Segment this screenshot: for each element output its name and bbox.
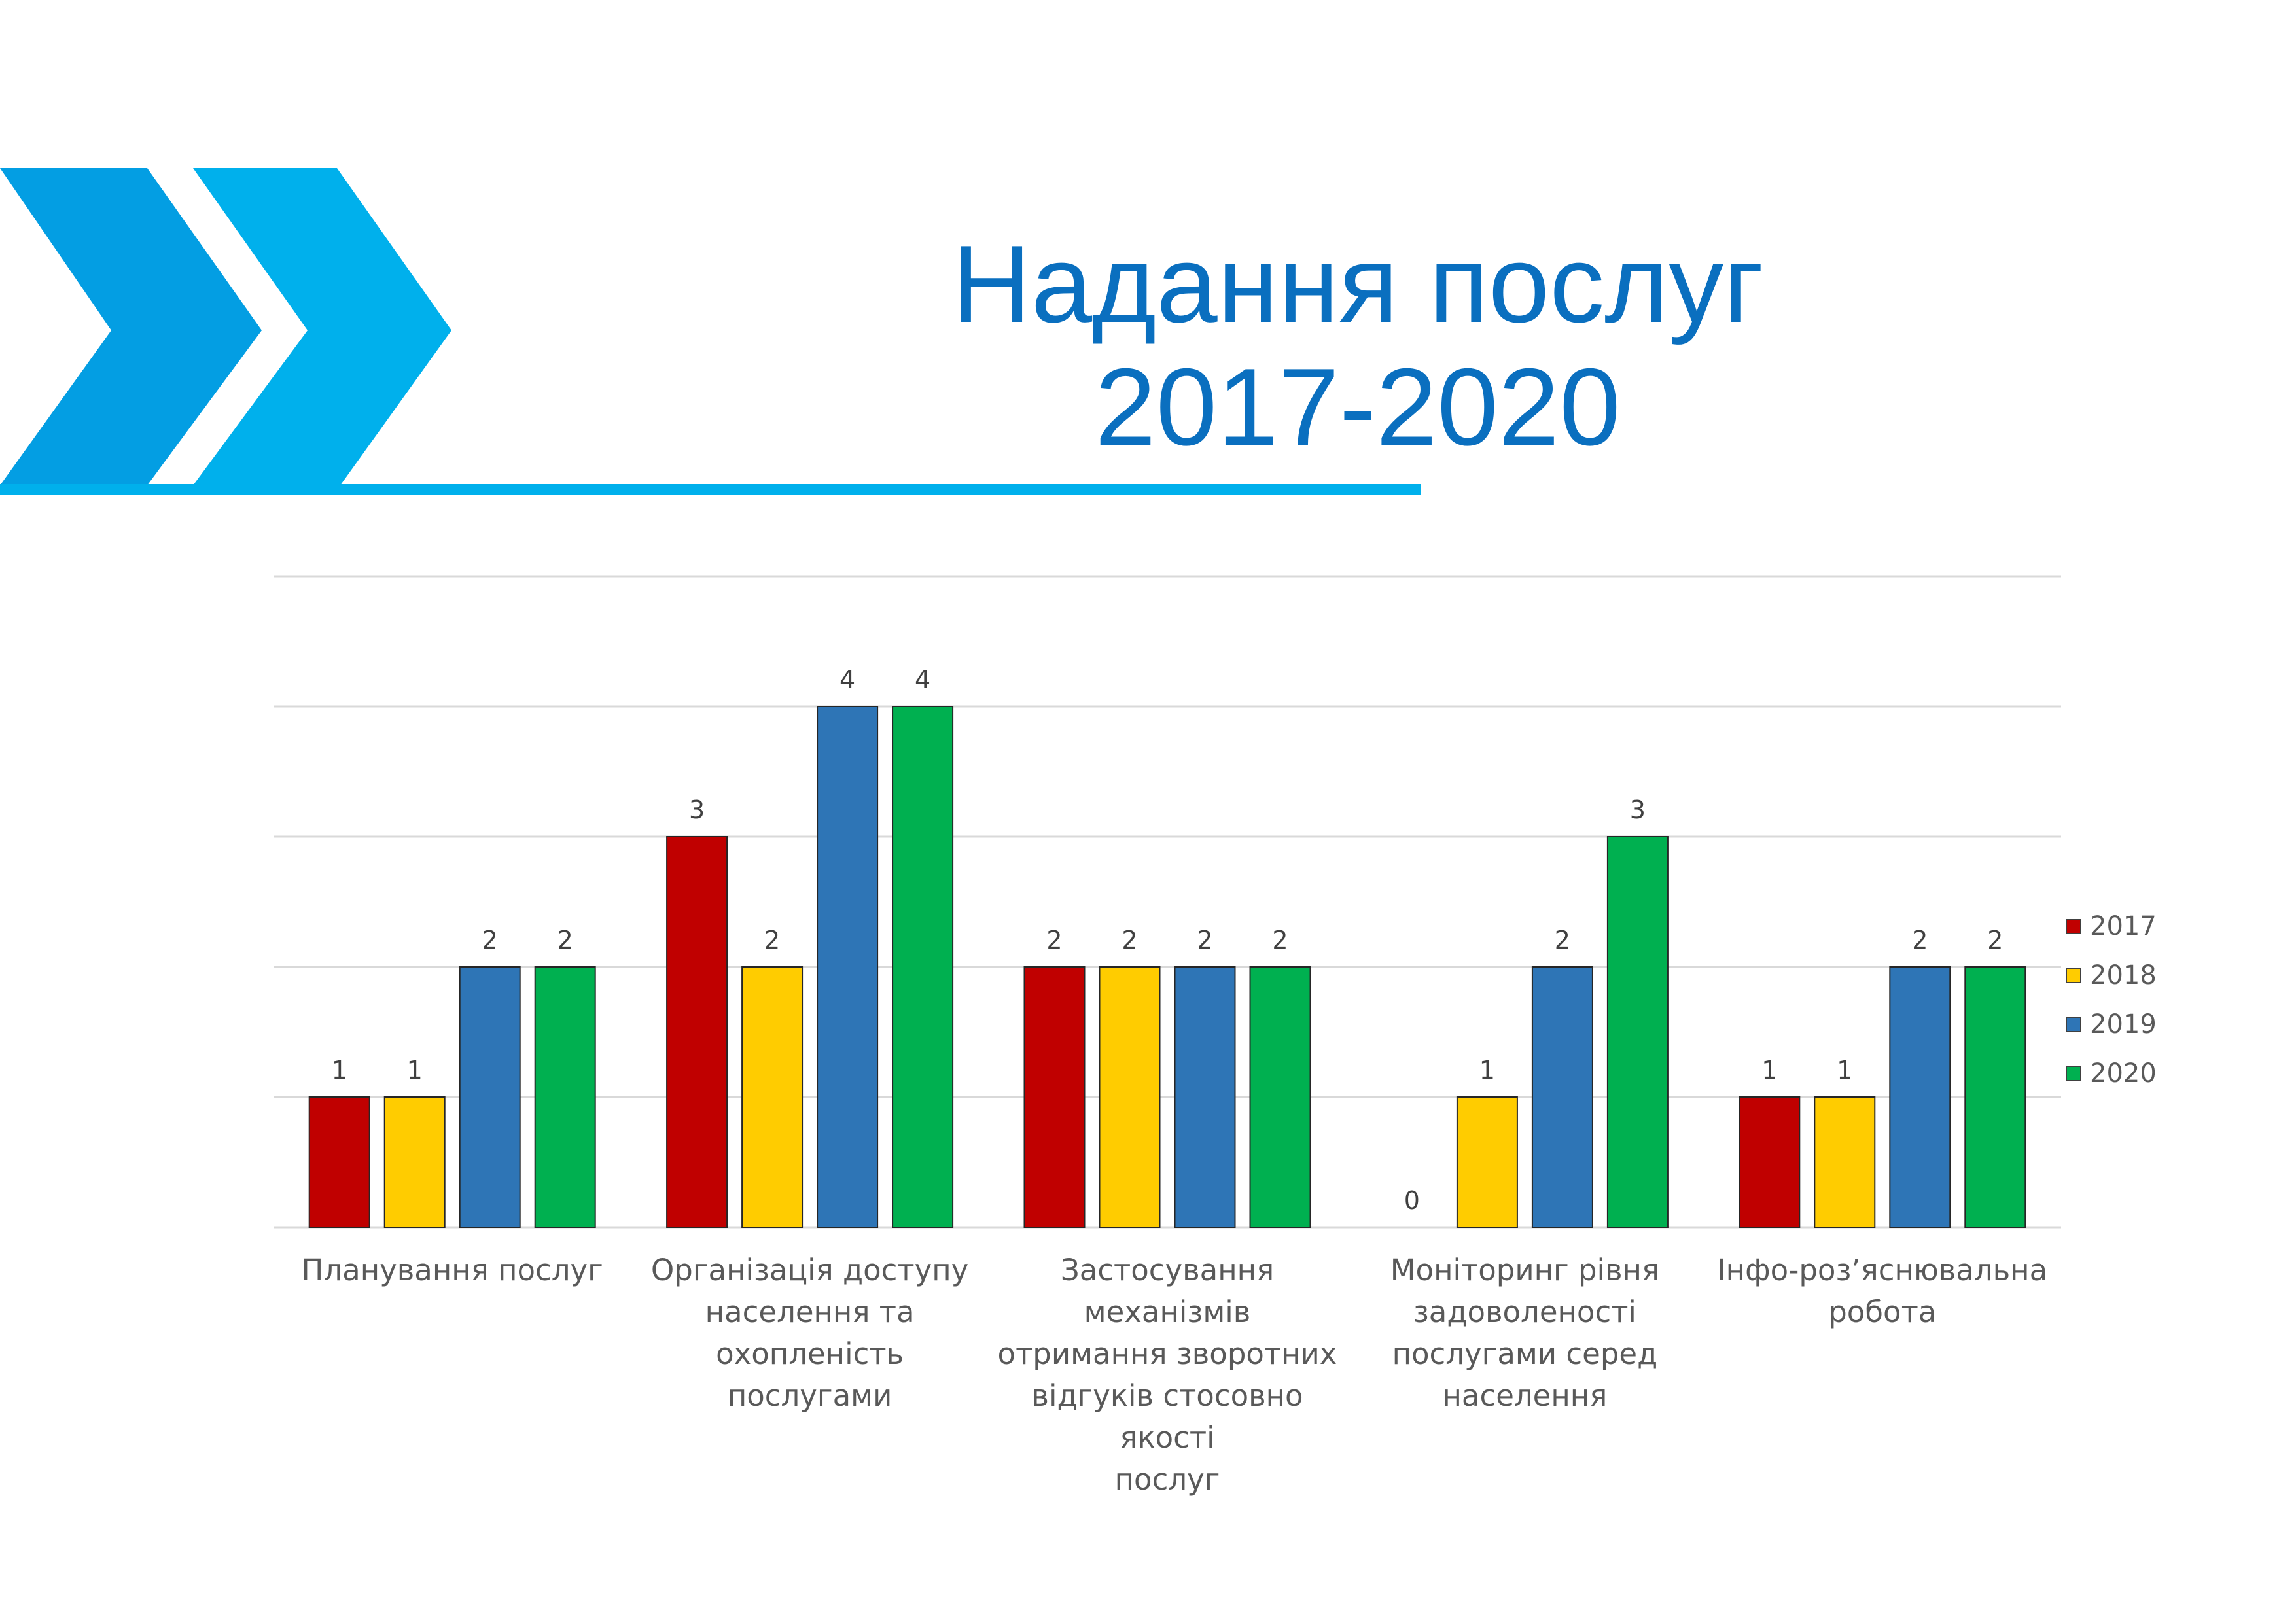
- category-label-line: відгуків стосовно якості: [1031, 1378, 1303, 1455]
- data-label: 1: [1837, 1056, 1852, 1085]
- chart-legend: 2017 2018 2019 2020: [2066, 901, 2157, 1098]
- category-label-line: отримання зворотних: [997, 1336, 1337, 1371]
- bar: [666, 836, 728, 1228]
- data-label: 2: [1046, 926, 1062, 954]
- page-title: Надання послуг 2017-2020: [654, 222, 2061, 468]
- data-label: 1: [1479, 1056, 1495, 1085]
- bar: [1531, 966, 1593, 1228]
- category-label: Інфо-роз’яснювальна робота: [1712, 1249, 2053, 1333]
- bar: [741, 966, 804, 1228]
- data-label: 2: [1912, 926, 1928, 954]
- data-label: 3: [689, 795, 705, 824]
- category-label: Організація доступу населення та охопленіс…: [640, 1249, 980, 1417]
- category-label-line: Організація доступу: [650, 1253, 969, 1287]
- category-label-line: населення та: [705, 1295, 915, 1329]
- category-label-line: послугами серед: [1392, 1336, 1658, 1371]
- chevron-left-icon: [0, 168, 262, 485]
- data-label: 2: [1272, 926, 1288, 954]
- category-label-line: задоволеності: [1413, 1295, 1636, 1329]
- legend-label: 2018: [2090, 960, 2157, 990]
- bar: [308, 1096, 370, 1228]
- data-label: 2: [1555, 926, 1570, 954]
- legend-item: 2018: [2066, 951, 2157, 1000]
- bar: [1739, 1096, 1801, 1228]
- data-label: 2: [1987, 926, 2003, 954]
- legend-swatch: [2066, 1017, 2081, 1032]
- bar: [1023, 966, 1086, 1228]
- bar: [892, 706, 954, 1228]
- data-label: 2: [1122, 926, 1137, 954]
- bar: [1889, 966, 1951, 1228]
- legend-item: 2020: [2066, 1049, 2157, 1098]
- data-label: 1: [332, 1056, 347, 1085]
- title-line-1: Надання послуг: [951, 222, 1764, 345]
- data-label: 2: [557, 926, 573, 954]
- bar: [534, 966, 596, 1228]
- data-label: 1: [407, 1056, 423, 1085]
- data-label: 4: [839, 665, 855, 694]
- data-label: 2: [482, 926, 498, 954]
- category-label: Планування послуг: [282, 1249, 622, 1291]
- data-label: 4: [915, 665, 930, 694]
- title-underline: [0, 484, 1421, 495]
- category-label-line: робота: [1828, 1295, 1937, 1329]
- category-label-line: населення: [1442, 1378, 1608, 1413]
- data-label: 2: [1197, 926, 1212, 954]
- legend-label: 2020: [2090, 1058, 2157, 1089]
- data-label: 1: [1761, 1056, 1777, 1085]
- data-label: 2: [764, 926, 780, 954]
- category-label-line: Застосування механізмів: [1060, 1253, 1275, 1329]
- title-line-2: 2017-2020: [1095, 345, 1621, 468]
- data-label: 3: [1630, 795, 1646, 824]
- bar: [1456, 1096, 1518, 1228]
- category-label-line: Інфо-роз’яснювальна: [1717, 1253, 2048, 1287]
- legend-swatch: [2066, 918, 2081, 934]
- bar: [1606, 836, 1669, 1228]
- legend-label: 2019: [2090, 1009, 2157, 1039]
- bar: [1964, 966, 2026, 1228]
- category-label-line: Планування послуг: [301, 1253, 603, 1287]
- data-label: 0: [1404, 1186, 1420, 1215]
- chevron-right-icon: [193, 168, 451, 485]
- bar: [1174, 966, 1236, 1228]
- category-label-line: охопленість послугами: [716, 1336, 904, 1413]
- category-label-line: послуг: [1114, 1462, 1220, 1497]
- legend-swatch: [2066, 1066, 2081, 1081]
- category-label: Моніторинг рівня задоволеності послугами с…: [1354, 1249, 1695, 1417]
- legend-item: 2017: [2066, 901, 2157, 951]
- bar: [459, 966, 521, 1228]
- category-label: Застосування механізмів отримання зворотн…: [997, 1249, 1337, 1501]
- category-label-line: Моніторинг рівня: [1390, 1253, 1660, 1287]
- bar: [1099, 966, 1161, 1228]
- bar: [383, 1096, 446, 1228]
- bar: [1814, 1096, 1876, 1228]
- bar: [1249, 966, 1311, 1228]
- legend-item: 2019: [2066, 1000, 2157, 1049]
- legend-swatch: [2066, 968, 2081, 983]
- bar: [817, 706, 879, 1228]
- legend-label: 2017: [2090, 911, 2157, 941]
